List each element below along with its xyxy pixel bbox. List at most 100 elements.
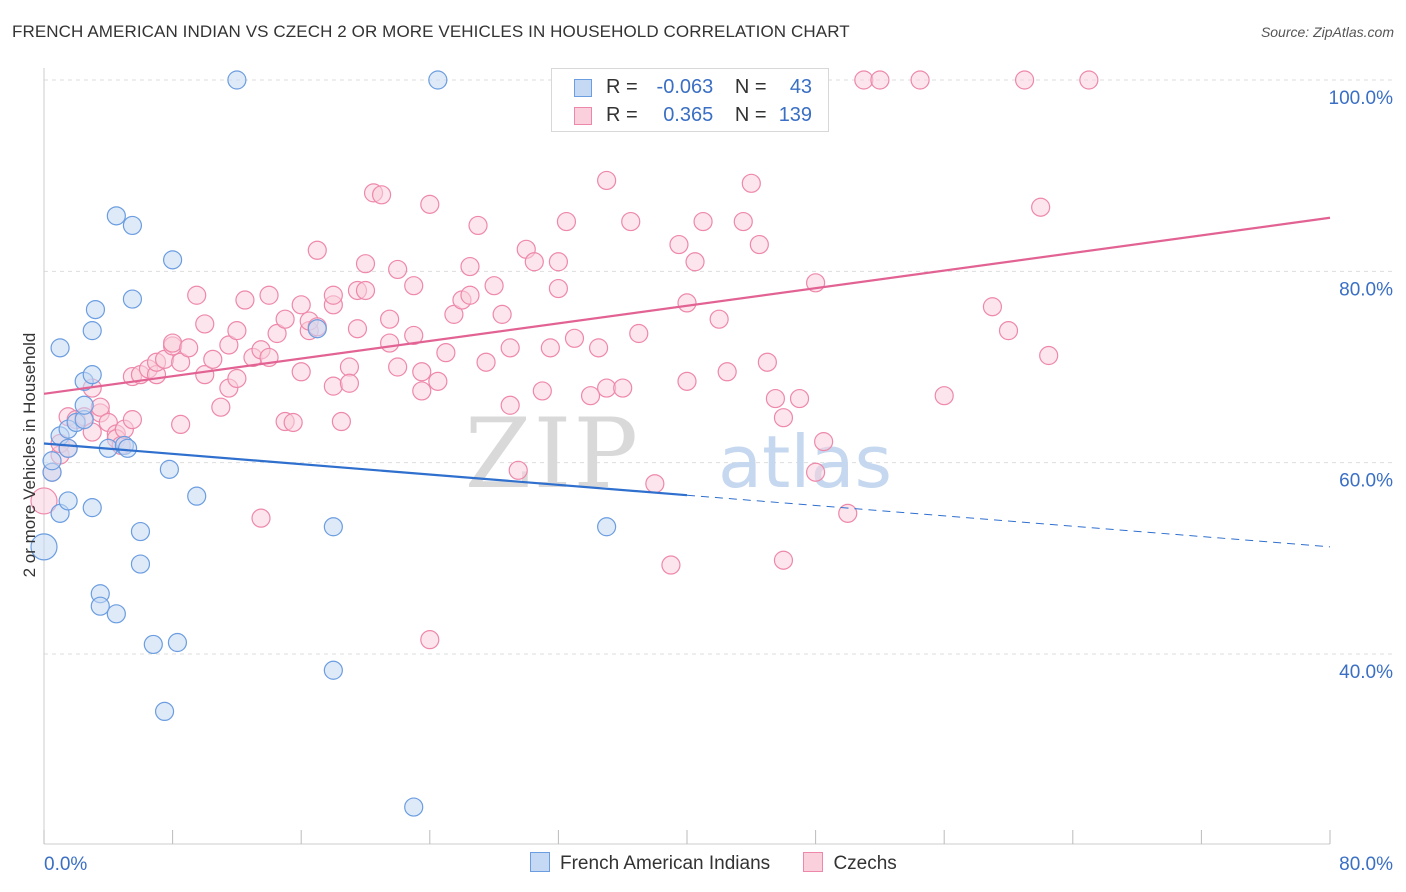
data-point	[773, 408, 794, 428]
data-point	[854, 70, 874, 90]
data-point	[154, 701, 175, 722]
data-point	[1031, 197, 1051, 217]
data-point	[749, 234, 769, 255]
n-value-pink: 139	[778, 104, 813, 126]
data-point	[404, 276, 424, 296]
data-point	[106, 604, 126, 624]
data-point	[323, 285, 343, 305]
data-point	[82, 365, 102, 385]
y-tick-label: 100.0%	[1329, 88, 1394, 109]
chart-title: FRENCH AMERICAN INDIAN VS CZECH 2 OR MOR…	[12, 22, 850, 41]
data-point	[741, 173, 761, 193]
data-point	[347, 319, 368, 339]
data-point	[934, 386, 954, 406]
data-point	[484, 276, 504, 296]
data-point	[814, 432, 834, 452]
data-point	[307, 240, 327, 260]
data-point	[291, 295, 311, 315]
data-point	[677, 371, 697, 391]
stats-legend: R = -0.063 N = 43 R = 0.365 N = 139	[551, 68, 829, 132]
data-point	[597, 170, 617, 191]
data-point	[428, 371, 448, 391]
trend-line-blue	[43, 442, 688, 497]
data-point	[339, 373, 360, 393]
watermark-atlas: atlas	[718, 420, 892, 504]
r-label: R =	[606, 76, 638, 98]
data-point	[227, 321, 247, 341]
data-point	[757, 352, 777, 372]
data-point	[187, 486, 207, 506]
data-point	[677, 293, 697, 313]
data-point	[122, 215, 143, 236]
data-point	[717, 362, 737, 382]
data-point	[388, 259, 408, 280]
watermark: ZIP atlas	[465, 398, 892, 510]
data-point	[685, 252, 705, 272]
data-point	[339, 357, 360, 377]
data-point	[211, 397, 231, 417]
stats-row-french-american-indians: R = -0.063 N = 43	[574, 73, 812, 101]
data-point	[548, 252, 569, 272]
data-point	[661, 555, 681, 575]
data-point	[130, 521, 151, 542]
data-point	[621, 211, 641, 232]
data-point	[838, 503, 858, 523]
data-point	[709, 309, 729, 329]
data-point	[669, 234, 689, 255]
data-point	[117, 438, 138, 458]
source-label: Source: ZipAtlas.com	[1260, 24, 1394, 40]
n-label: N =	[734, 76, 767, 98]
data-point	[1039, 345, 1059, 366]
data-point	[412, 381, 432, 401]
legend-item-french-american-indians[interactable]: French American Indians	[530, 852, 770, 875]
data-point	[90, 596, 110, 616]
data-point	[323, 517, 343, 537]
n-value-blue: 43	[789, 76, 813, 98]
data-point	[998, 321, 1019, 341]
y-tick-label: 80.0%	[1339, 279, 1393, 300]
data-point	[556, 211, 577, 232]
legend-item-czechs[interactable]: Czechs	[803, 852, 897, 875]
data-point	[163, 333, 183, 353]
data-point	[331, 411, 351, 432]
data-point	[42, 451, 62, 471]
data-point	[259, 285, 279, 305]
data-point	[179, 338, 199, 358]
data-point	[195, 314, 215, 334]
data-point	[597, 378, 617, 398]
r-label: R =	[606, 104, 638, 126]
data-point	[492, 304, 512, 324]
data-point	[588, 338, 609, 358]
data-point	[773, 550, 794, 570]
data-point	[323, 376, 343, 396]
axes	[43, 68, 1331, 845]
data-point	[283, 412, 303, 433]
data-point	[171, 414, 191, 434]
data-point	[645, 474, 665, 494]
y-tick-label: 40.0%	[1339, 662, 1393, 683]
data-point	[540, 338, 560, 358]
data-point	[870, 70, 890, 90]
data-point	[765, 388, 786, 409]
data-point	[733, 211, 753, 232]
data-point	[524, 252, 544, 272]
data-point	[420, 630, 440, 650]
data-point	[532, 381, 552, 401]
data-point	[500, 395, 520, 415]
data-point	[580, 386, 601, 406]
data-point	[613, 378, 633, 398]
french-american-indians-points	[30, 70, 617, 817]
data-point	[251, 508, 271, 528]
data-point	[1014, 70, 1035, 90]
data-point	[275, 309, 295, 329]
pink-swatch	[574, 106, 592, 125]
data-point	[163, 250, 183, 270]
data-point	[167, 632, 188, 653]
data-point	[982, 297, 1003, 317]
data-point	[629, 323, 649, 344]
data-point	[388, 357, 408, 377]
data-point	[50, 338, 70, 358]
data-point	[548, 278, 569, 299]
data-point	[291, 362, 311, 382]
data-point	[355, 280, 376, 301]
